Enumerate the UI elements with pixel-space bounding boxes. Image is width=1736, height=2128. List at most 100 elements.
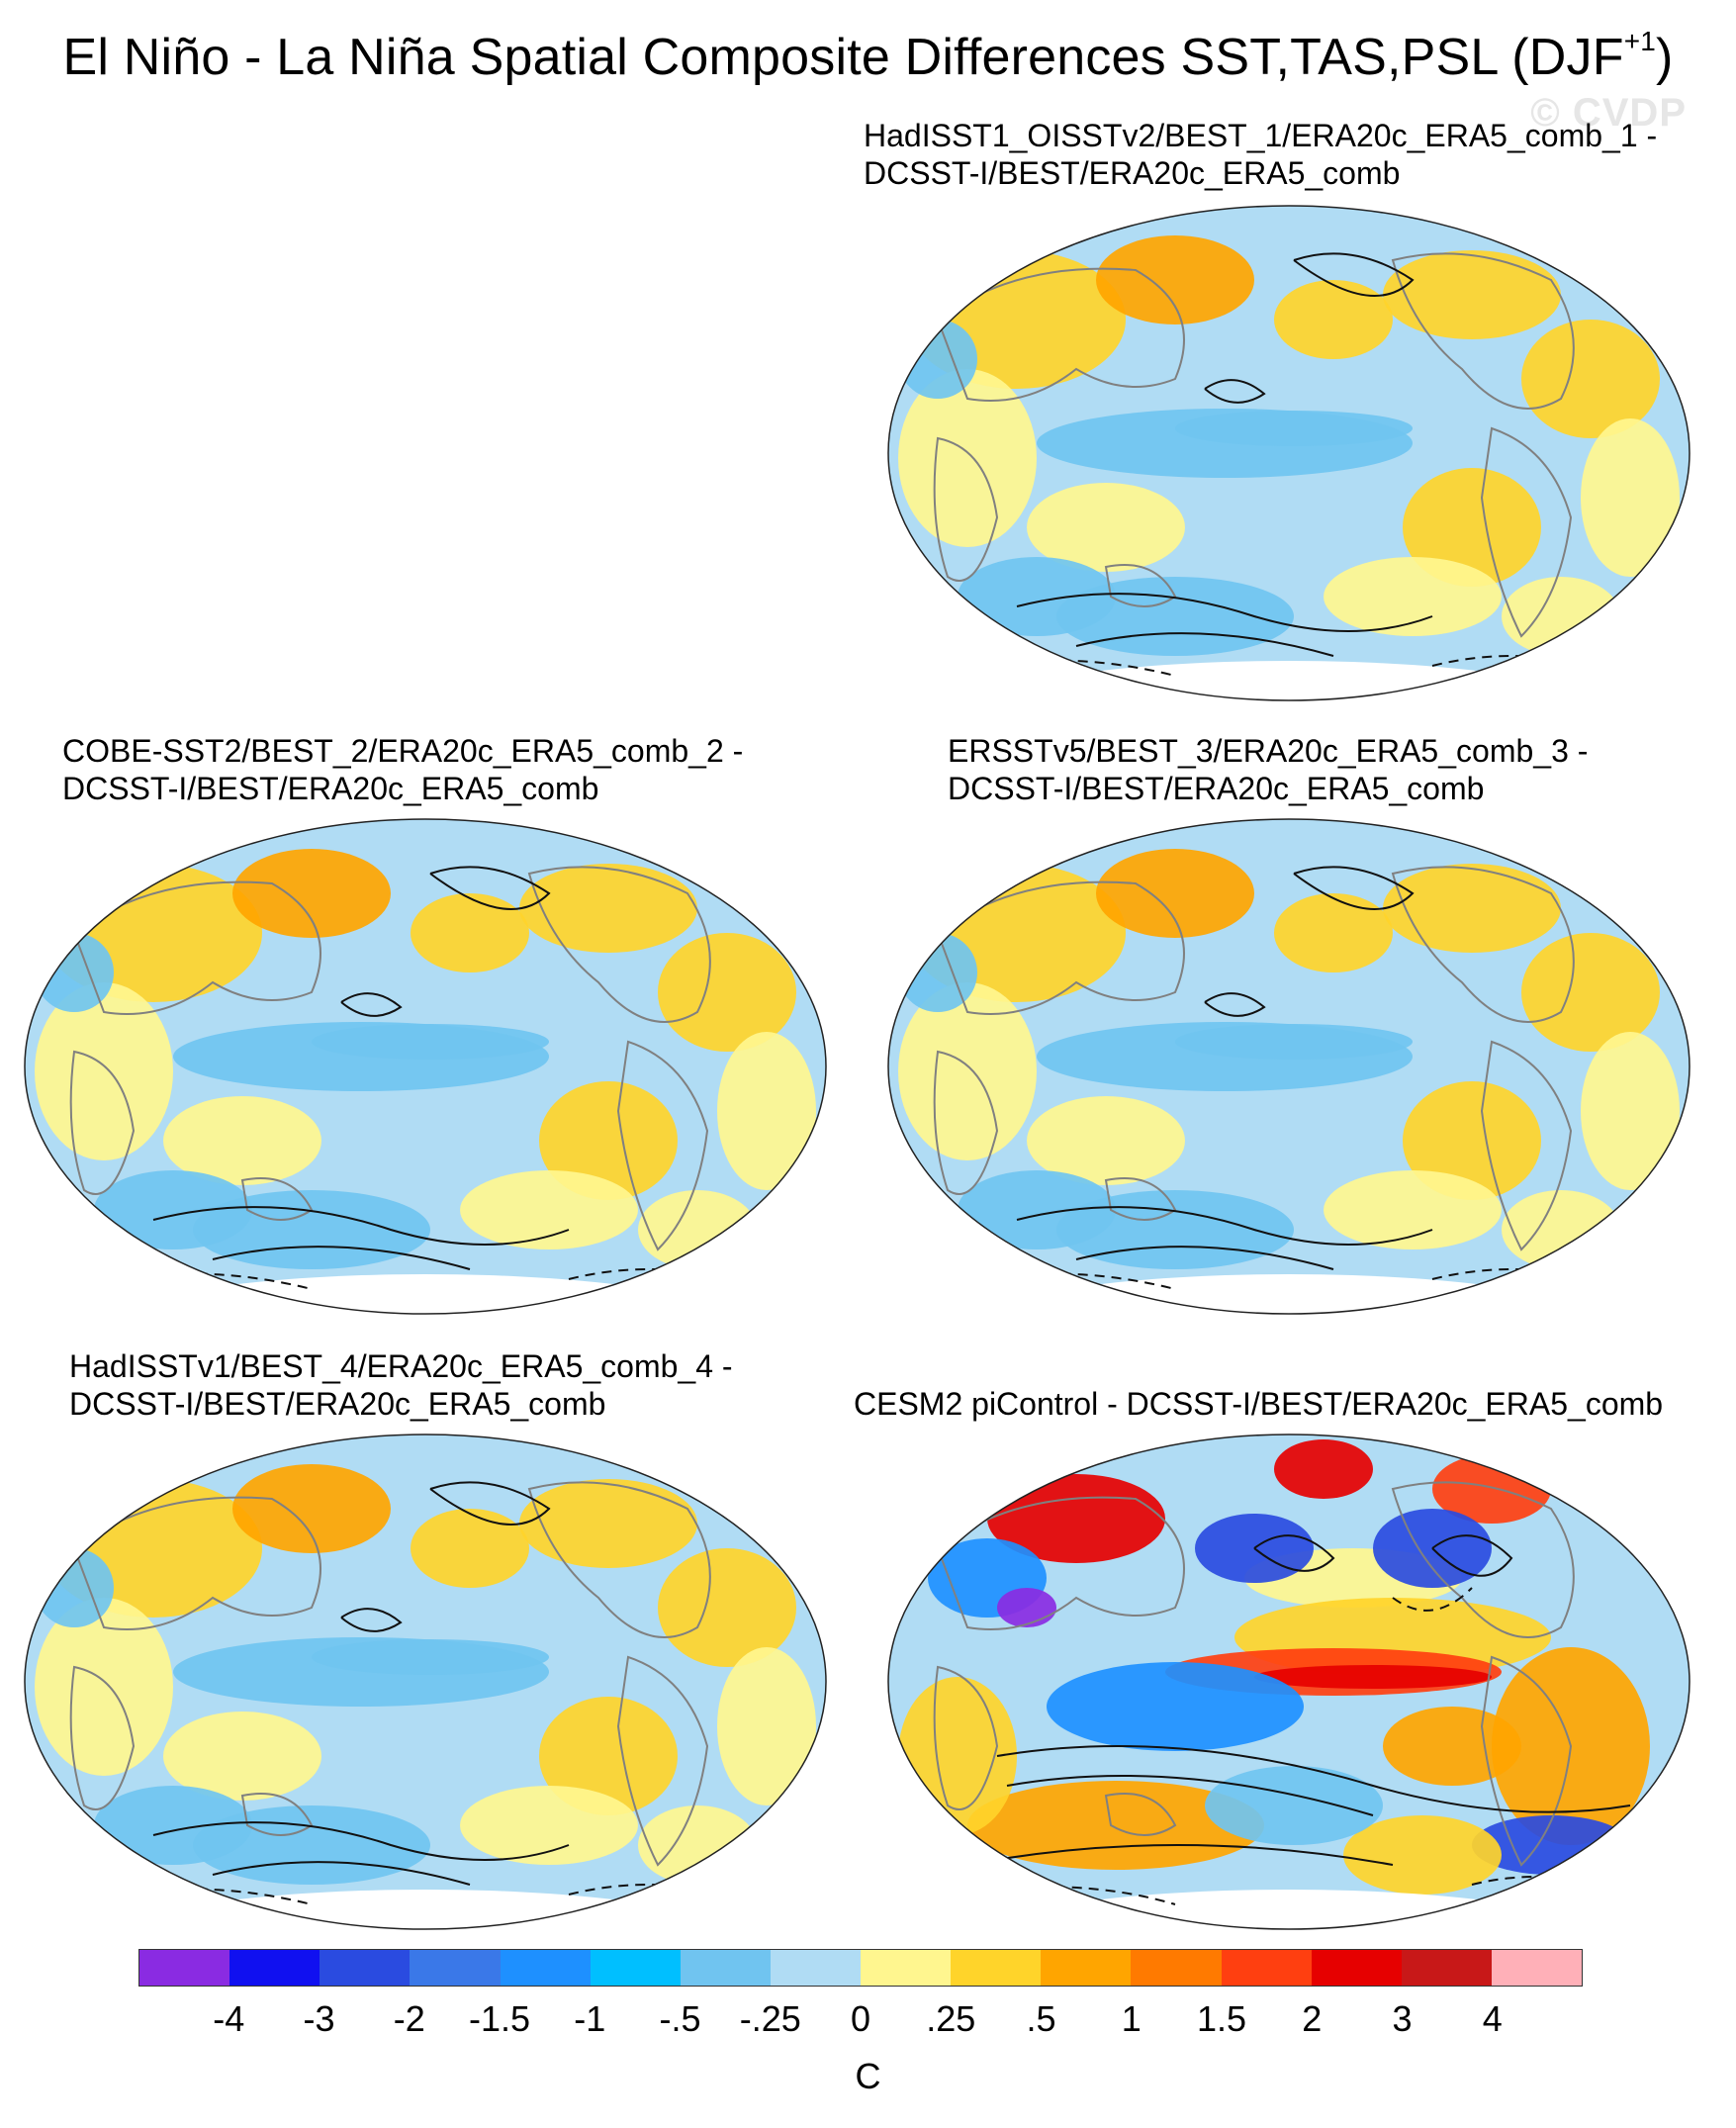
panel-2-map bbox=[24, 818, 827, 1315]
title-main: El Niño - La Niña Spatial Composite Diff… bbox=[62, 29, 1624, 86]
anomaly-region bbox=[1383, 864, 1561, 953]
anomaly-region bbox=[1274, 893, 1393, 972]
colorbar-swatch bbox=[1311, 1950, 1402, 1986]
map-field bbox=[888, 819, 1690, 1314]
coastline bbox=[936, 1496, 1185, 1630]
panel-2-label: COBE-SST2/BEST_2/ERA20c_ERA5_comb_2 - DC… bbox=[62, 732, 743, 807]
map-field bbox=[25, 819, 826, 1314]
panel-1-label-line1: HadISST1_OISSTv2/BEST_1/ERA20c_ERA5_comb… bbox=[864, 118, 1658, 153]
anomaly-region bbox=[1383, 1707, 1521, 1786]
colorbar-tick-label: -2 bbox=[393, 1998, 425, 2039]
anomaly-region bbox=[1175, 411, 1413, 446]
anomaly-region bbox=[232, 1464, 391, 1553]
coastline bbox=[1480, 1655, 1573, 1867]
anomaly-region bbox=[987, 1474, 1165, 1563]
coastline bbox=[936, 267, 1185, 402]
psl-contour bbox=[152, 1821, 570, 1861]
colorbar-tick-label: .25 bbox=[926, 1998, 976, 2039]
anomaly-region bbox=[1274, 280, 1393, 359]
colorbar-tick-label: 1.5 bbox=[1196, 1998, 1247, 2039]
panel-4-label: HadISSTv1/BEST_4/ERA20c_ERA5_comb_4 - DC… bbox=[69, 1347, 733, 1423]
anomaly-region bbox=[411, 1509, 529, 1588]
map-border bbox=[887, 205, 1690, 701]
psl-contour bbox=[152, 1206, 570, 1246]
colorbar-swatch bbox=[770, 1950, 861, 1986]
anomaly-region bbox=[958, 557, 1116, 636]
colorbar-tick-label: -3 bbox=[303, 1998, 335, 2039]
colorbar-ticks: -4 -3 -2 -1.5 -1 -.5 -.25 0 .25 .5 1 1.5 2 3 4 bbox=[138, 1998, 1583, 2048]
antarctica-region bbox=[962, 1274, 1615, 1314]
anomaly-region bbox=[1383, 250, 1561, 339]
anomaly-region bbox=[898, 369, 1037, 547]
anomaly-region bbox=[958, 1170, 1116, 1249]
coastline bbox=[240, 1793, 314, 1836]
colorbar-swatch bbox=[139, 1950, 230, 1986]
colorbar-swatch bbox=[1041, 1950, 1132, 1986]
anomaly-region bbox=[898, 320, 977, 399]
anomaly-region bbox=[460, 1786, 638, 1865]
coastline bbox=[1104, 564, 1177, 607]
coastline bbox=[1104, 1177, 1177, 1221]
anomaly-region bbox=[1047, 1662, 1304, 1751]
coastline bbox=[933, 1665, 999, 1810]
anomaly-region bbox=[539, 1081, 678, 1200]
anomaly-region bbox=[539, 1697, 678, 1815]
watermark: © CVDP bbox=[1530, 91, 1687, 135]
psl-contour bbox=[340, 992, 403, 1017]
coastline bbox=[240, 1177, 314, 1221]
psl-contour bbox=[996, 1745, 1631, 1813]
psl-contour bbox=[1293, 252, 1415, 297]
colorbar-tick-label: -.5 bbox=[659, 1998, 701, 2039]
coastline bbox=[69, 1665, 136, 1810]
psl-contour bbox=[1431, 1534, 1513, 1577]
psl-contour bbox=[429, 866, 551, 910]
coastline bbox=[616, 1040, 709, 1251]
anomaly-region bbox=[519, 864, 697, 953]
anomaly-region bbox=[460, 1170, 638, 1249]
anomaly-region bbox=[898, 982, 1037, 1160]
coastline bbox=[1480, 426, 1573, 638]
title-superscript: +1 bbox=[1623, 25, 1657, 56]
map-border bbox=[24, 1434, 827, 1930]
panel-4-label-line1: HadISSTv1/BEST_4/ERA20c_ERA5_comb_4 - bbox=[69, 1348, 733, 1384]
psl-contour bbox=[429, 1481, 551, 1526]
anomaly-region bbox=[658, 1548, 796, 1667]
panel-3-label: ERSSTv5/BEST_3/ERA20c_ERA5_comb_3 - DCSS… bbox=[948, 732, 1588, 807]
panel-5-label: CESM2 piControl - DCSST-I/BEST/ERA20c_ER… bbox=[854, 1385, 1663, 1423]
coastline bbox=[936, 880, 1185, 1015]
colorbar-swatch bbox=[320, 1950, 411, 1986]
psl-contour bbox=[1016, 1206, 1433, 1246]
anomaly-region bbox=[717, 1032, 816, 1190]
coastline bbox=[72, 1496, 321, 1630]
coastline bbox=[933, 436, 999, 582]
colorbar-swatch bbox=[500, 1950, 591, 1986]
anomaly-region bbox=[1343, 1815, 1502, 1895]
anomaly-region bbox=[163, 1096, 321, 1185]
map-field bbox=[888, 1434, 1690, 1929]
colorbar-tick-label: 1 bbox=[1121, 1998, 1142, 2039]
anomaly-region bbox=[1521, 933, 1660, 1052]
anomaly-region bbox=[94, 1786, 252, 1865]
psl-contour bbox=[1204, 992, 1266, 1017]
colorbar-tick-label: 4 bbox=[1482, 1998, 1503, 2039]
panel-1-label-line2: DCSST-I/BEST/ERA20c_ERA5_comb bbox=[864, 155, 1401, 191]
anomaly-region bbox=[94, 1170, 252, 1249]
panel-1-label: HadISST1_OISSTv2/BEST_1/ERA20c_ERA5_comb… bbox=[864, 117, 1657, 192]
anomaly-region bbox=[1324, 1170, 1502, 1249]
anomaly-region bbox=[312, 1639, 549, 1675]
anomaly-region bbox=[1502, 577, 1620, 656]
colorbar-swatch bbox=[680, 1950, 771, 1986]
psl-contour bbox=[1293, 866, 1415, 910]
map-field bbox=[25, 1434, 826, 1929]
anomaly-region bbox=[1205, 1766, 1383, 1845]
anomaly-region bbox=[232, 849, 391, 938]
psl-contour bbox=[1016, 593, 1433, 632]
colorbar-swatch bbox=[861, 1950, 952, 1986]
psl-contour bbox=[1204, 379, 1266, 404]
colorbar-swatch bbox=[1401, 1950, 1492, 1986]
coastline bbox=[72, 880, 321, 1015]
anomaly-region bbox=[1175, 1024, 1413, 1060]
colorbar-tick-label: 3 bbox=[1392, 1998, 1413, 2039]
map-border bbox=[24, 818, 827, 1315]
colorbar-tick-label: 2 bbox=[1302, 1998, 1323, 2039]
